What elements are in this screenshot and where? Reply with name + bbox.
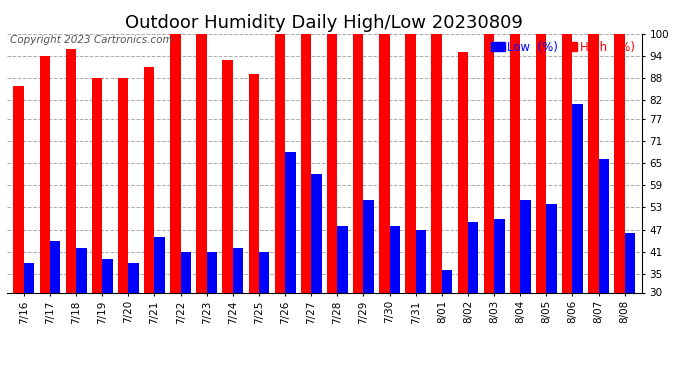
Bar — [327, 34, 337, 292]
Bar — [562, 34, 573, 292]
Bar — [144, 67, 155, 292]
Bar — [66, 48, 76, 292]
Bar — [442, 270, 453, 292]
Bar — [13, 86, 24, 292]
Bar — [311, 174, 322, 292]
Bar — [275, 34, 285, 292]
Bar — [118, 78, 128, 292]
Bar — [364, 200, 374, 292]
Bar — [50, 241, 61, 292]
Bar — [39, 56, 50, 292]
Bar — [207, 252, 217, 292]
Bar — [599, 159, 609, 292]
Bar — [181, 252, 191, 292]
Bar — [573, 104, 583, 292]
Bar — [170, 34, 181, 292]
Bar — [484, 34, 494, 292]
Bar — [285, 152, 295, 292]
Text: Copyright 2023 Cartronics.com: Copyright 2023 Cartronics.com — [10, 35, 172, 45]
Bar — [76, 248, 86, 292]
Bar — [233, 248, 244, 292]
Bar — [128, 263, 139, 292]
Bar — [431, 34, 442, 292]
Bar — [457, 52, 468, 292]
Bar — [588, 34, 599, 292]
Legend: Low  (%), High  (%): Low (%), High (%) — [490, 40, 635, 55]
Bar — [614, 34, 624, 292]
Bar — [405, 34, 416, 292]
Bar — [380, 34, 390, 292]
Bar — [24, 263, 34, 292]
Bar — [468, 222, 478, 292]
Bar — [259, 252, 269, 292]
Bar — [416, 230, 426, 292]
Bar — [222, 60, 233, 292]
Title: Outdoor Humidity Daily High/Low 20230809: Outdoor Humidity Daily High/Low 20230809 — [126, 14, 523, 32]
Bar — [301, 34, 311, 292]
Bar — [390, 226, 400, 292]
Bar — [92, 78, 102, 292]
Bar — [102, 259, 112, 292]
Bar — [353, 34, 364, 292]
Bar — [510, 34, 520, 292]
Bar — [196, 34, 207, 292]
Bar — [155, 237, 165, 292]
Bar — [494, 219, 504, 292]
Bar — [624, 233, 635, 292]
Bar — [248, 74, 259, 292]
Bar — [337, 226, 348, 292]
Bar — [536, 34, 546, 292]
Bar — [520, 200, 531, 292]
Bar — [546, 204, 557, 292]
